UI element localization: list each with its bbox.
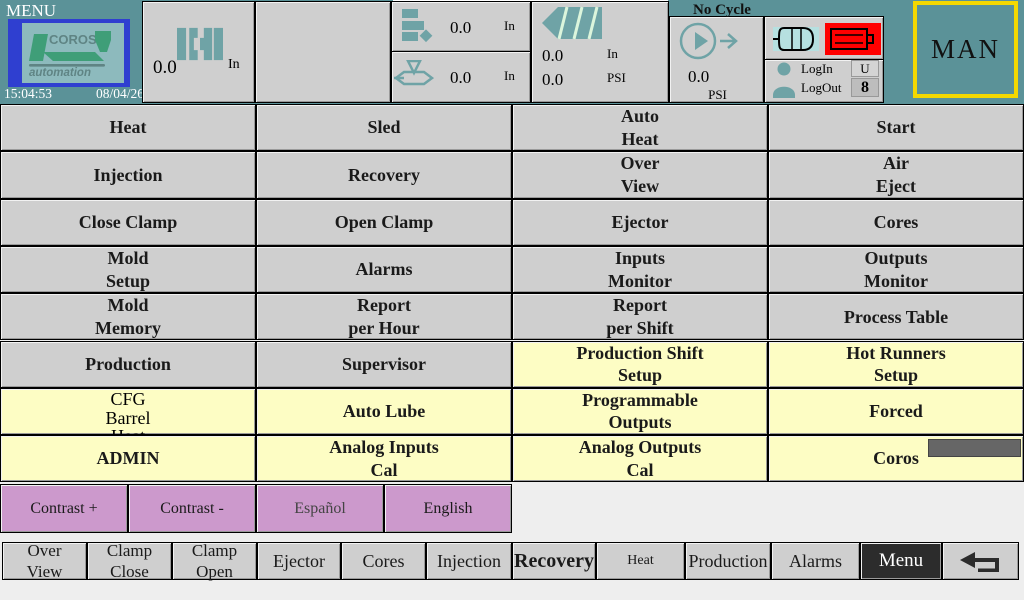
svg-text:COROS: COROS [49, 32, 97, 47]
svg-text:automation: automation [29, 67, 91, 79]
